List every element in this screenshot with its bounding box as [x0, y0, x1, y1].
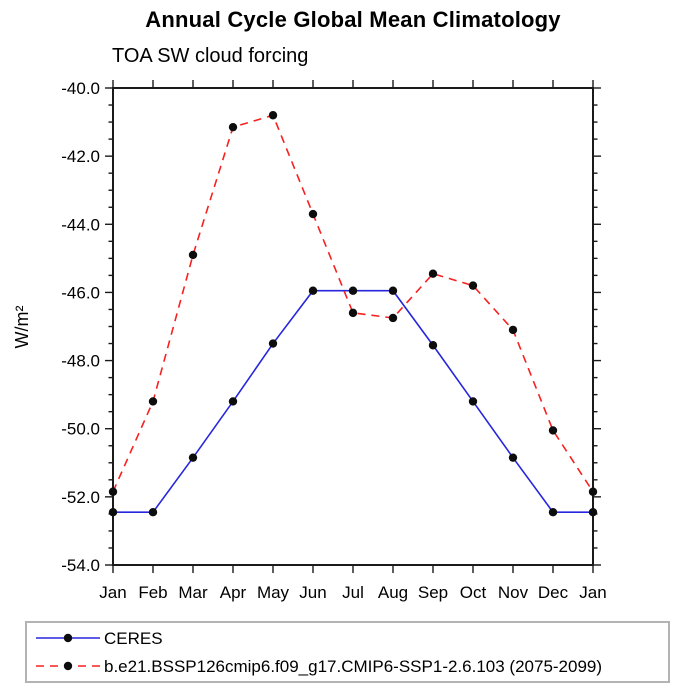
data-point-marker	[348, 286, 358, 295]
legend-label-model: b.e21.BSSP126cmip6.f09_g17.CMIP6-SSP1-2.…	[104, 656, 603, 676]
legend-item-model: b.e21.BSSP126cmip6.f09_g17.CMIP6-SSP1-2.…	[34, 653, 668, 679]
x-tick-label: May	[257, 583, 290, 602]
data-point-marker	[548, 426, 558, 435]
y-axis-label: W/m²	[12, 306, 32, 349]
data-point-marker	[188, 250, 198, 260]
data-point-marker	[188, 453, 198, 462]
legend-item-ceres: CERES	[34, 625, 668, 651]
data-point-marker	[268, 339, 278, 348]
data-point-marker	[228, 122, 238, 132]
data-point-marker	[228, 397, 238, 406]
x-tick-label: Oct	[460, 583, 487, 602]
y-tick-label: -46.0	[61, 283, 100, 302]
data-point-marker	[468, 397, 478, 406]
y-tick-label: -50.0	[61, 420, 100, 439]
x-tick-label: Jul	[342, 583, 364, 602]
chart-title: Annual Cycle Global Mean Climatology	[145, 7, 561, 32]
data-point-marker	[108, 487, 118, 496]
data-point-marker	[308, 286, 318, 295]
series-line-0	[113, 289, 593, 513]
legend-label-ceres: CERES	[104, 628, 163, 648]
x-tick-label: Dec	[538, 583, 569, 602]
x-tick-label: Jan	[99, 583, 126, 602]
series-line-1	[112, 114, 594, 493]
x-tick-label: Nov	[498, 583, 529, 602]
legend: CERES b.e21.BSSP126cmip6.f09_g17.CMIP6-S…	[25, 621, 670, 683]
data-point-marker	[428, 269, 438, 278]
data-point-marker	[468, 281, 478, 290]
x-tick-label: Sep	[418, 583, 448, 602]
y-tick-label: -48.0	[61, 352, 100, 371]
y-tick-label: -44.0	[61, 215, 100, 234]
data-point-marker	[388, 313, 398, 323]
data-point-marker	[588, 507, 598, 517]
data-point-marker	[268, 111, 278, 120]
data-point-marker	[508, 325, 518, 335]
y-tick-label: -52.0	[61, 488, 100, 507]
x-tick-label: Mar	[178, 583, 208, 602]
x-tick-label: Jan	[579, 583, 606, 602]
data-point-marker	[428, 341, 438, 350]
plot-frame	[112, 87, 594, 566]
x-tick-label: Apr	[220, 583, 247, 602]
data-point-marker	[388, 286, 398, 295]
data-point-marker	[588, 487, 598, 496]
legend-key-dashed-line-icon	[36, 661, 100, 671]
data-point-marker	[148, 397, 158, 406]
x-tick-label: Aug	[378, 583, 408, 602]
data-point-marker	[148, 507, 158, 517]
data-point-marker	[348, 308, 358, 318]
data-point-marker	[548, 507, 558, 517]
y-tick-label: -54.0	[61, 556, 100, 575]
data-point-marker	[308, 209, 318, 219]
legend-key-solid-line-icon	[36, 633, 100, 643]
y-tick-label: -40.0	[61, 79, 100, 98]
x-tick-label: Jun	[299, 583, 326, 602]
chart-subtitle: TOA SW cloud forcing	[112, 45, 309, 67]
data-point-marker	[508, 453, 518, 462]
data-point-marker	[108, 507, 118, 517]
x-tick-label: Feb	[138, 583, 167, 602]
y-tick-label: -42.0	[61, 147, 100, 166]
